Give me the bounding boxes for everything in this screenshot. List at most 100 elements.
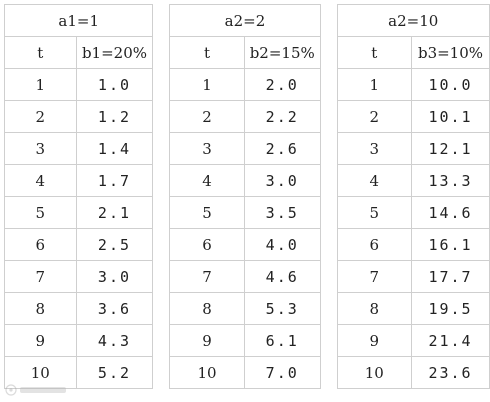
group-gap xyxy=(319,324,338,357)
group-gap xyxy=(152,292,171,325)
group-gap xyxy=(319,4,338,37)
group-gap xyxy=(319,196,338,229)
column-header-row: t b1=20% t b2=15% t b3=10% xyxy=(4,36,490,69)
cell-value: 21.4 xyxy=(411,324,490,357)
cell-t: 4 xyxy=(169,164,245,197)
cell-value: 5.2 xyxy=(75,356,154,389)
group-title: a2=10 xyxy=(336,4,490,37)
table-row: 6 2.5 6 4.0 6 16.1 xyxy=(4,228,490,261)
group-gap xyxy=(152,132,171,165)
cell-value: 1.2 xyxy=(75,100,154,133)
cell-t: 6 xyxy=(4,228,77,261)
cell-t: 5 xyxy=(336,196,413,229)
group-gap xyxy=(319,292,338,325)
group-gap xyxy=(319,260,338,293)
cell-value: 2.2 xyxy=(243,100,321,133)
cell-value: 4.0 xyxy=(243,228,321,261)
cell-t: 7 xyxy=(4,260,77,293)
table-row: 10 5.2 10 7.0 10 23.6 xyxy=(4,356,490,389)
cell-value: 2.6 xyxy=(243,132,321,165)
group-gap xyxy=(152,228,171,261)
column-header: b2=15% xyxy=(243,36,321,69)
column-header: t xyxy=(336,36,413,69)
cell-t: 4 xyxy=(4,164,77,197)
cell-value: 19.5 xyxy=(411,292,490,325)
cell-value: 7.0 xyxy=(243,356,321,389)
cell-value: 13.3 xyxy=(411,164,490,197)
cell-value: 1.0 xyxy=(75,68,154,101)
cell-value: 2.0 xyxy=(243,68,321,101)
group-gap xyxy=(152,36,171,69)
cell-t: 5 xyxy=(169,196,245,229)
column-header: t xyxy=(169,36,245,69)
cell-value: 3.6 xyxy=(75,292,154,325)
group-gap xyxy=(152,68,171,101)
group-gap xyxy=(319,356,338,389)
cell-value: 12.1 xyxy=(411,132,490,165)
column-header: b1=20% xyxy=(75,36,154,69)
cell-value: 3.0 xyxy=(75,260,154,293)
group-gap xyxy=(319,132,338,165)
cell-t: 2 xyxy=(169,100,245,133)
cell-t: 6 xyxy=(336,228,413,261)
group-gap xyxy=(152,196,171,229)
table-row: 9 4.3 9 6.1 9 21.4 xyxy=(4,324,490,357)
watermark-logo xyxy=(5,384,66,396)
cell-value: 23.6 xyxy=(411,356,490,389)
column-header: b3=10% xyxy=(411,36,490,69)
column-header: t xyxy=(4,36,77,69)
cell-t: 1 xyxy=(4,68,77,101)
group-title: a2=2 xyxy=(169,4,321,37)
cell-t: 8 xyxy=(169,292,245,325)
group-gap xyxy=(319,36,338,69)
cell-t: 9 xyxy=(169,324,245,357)
group-gap xyxy=(319,228,338,261)
cell-t: 7 xyxy=(169,260,245,293)
cell-value: 16.1 xyxy=(411,228,490,261)
cell-t: 4 xyxy=(336,164,413,197)
cell-value: 3.5 xyxy=(243,196,321,229)
cell-value: 6.1 xyxy=(243,324,321,357)
cell-value: 10.1 xyxy=(411,100,490,133)
cell-t: 3 xyxy=(4,132,77,165)
table-row: 2 1.2 2 2.2 2 10.1 xyxy=(4,100,490,133)
cell-value: 5.3 xyxy=(243,292,321,325)
cell-t: 10 xyxy=(4,356,77,389)
cell-t: 3 xyxy=(336,132,413,165)
cell-value: 10.0 xyxy=(411,68,490,101)
cell-t: 7 xyxy=(336,260,413,293)
table-row: 4 1.7 4 3.0 4 13.3 xyxy=(4,164,490,197)
group-gap xyxy=(319,100,338,133)
cell-t: 9 xyxy=(4,324,77,357)
cell-t: 9 xyxy=(336,324,413,357)
cell-t: 1 xyxy=(169,68,245,101)
group-gap xyxy=(152,356,171,389)
cell-value: 1.4 xyxy=(75,132,154,165)
cell-t: 3 xyxy=(169,132,245,165)
table-row: 1 1.0 1 2.0 1 10.0 xyxy=(4,68,490,101)
table-row: 8 3.6 8 5.3 8 19.5 xyxy=(4,292,490,325)
cell-t: 5 xyxy=(4,196,77,229)
cell-value: 14.6 xyxy=(411,196,490,229)
cell-value: 2.5 xyxy=(75,228,154,261)
group-gap xyxy=(152,324,171,357)
table-row: 5 2.1 5 3.5 5 14.6 xyxy=(4,196,490,229)
group-title-row: a1=1 a2=2 a2=10 xyxy=(3,4,490,37)
cell-t: 1 xyxy=(336,68,413,101)
table-row: 3 1.4 3 2.6 3 12.1 xyxy=(4,132,490,165)
group-gap xyxy=(152,260,171,293)
cell-t: 2 xyxy=(4,100,77,133)
cell-t: 2 xyxy=(336,100,413,133)
cell-t: 10 xyxy=(336,356,413,389)
cell-value: 4.6 xyxy=(243,260,321,293)
group-gap xyxy=(152,100,171,133)
cell-value: 4.3 xyxy=(75,324,154,357)
group-gap xyxy=(319,68,338,101)
cell-t: 8 xyxy=(336,292,413,325)
cell-value: 3.0 xyxy=(243,164,321,197)
group-title: a1=1 xyxy=(3,4,154,37)
table-row: 7 3.0 7 4.6 7 17.7 xyxy=(4,260,490,293)
table-body: a1=1 a2=2 a2=10 t b1=20% t b2=15% t b3=1… xyxy=(3,4,490,389)
cell-value: 1.7 xyxy=(75,164,154,197)
